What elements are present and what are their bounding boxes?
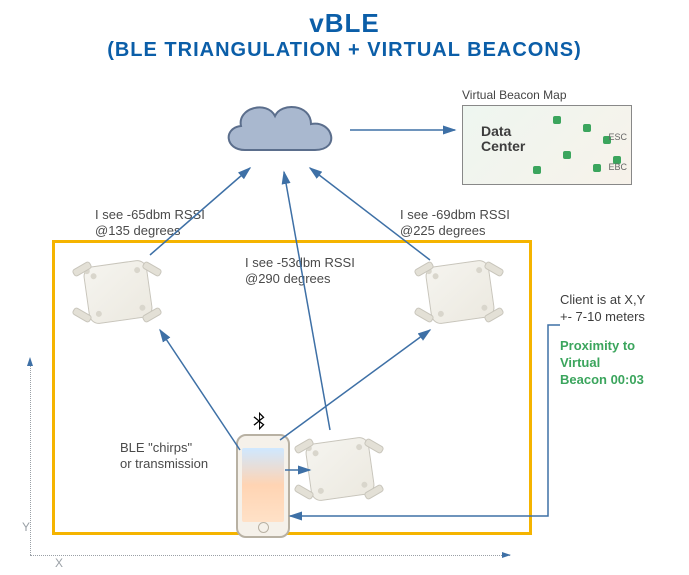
access-point-3	[420, 255, 498, 327]
client-phone-icon	[236, 434, 290, 538]
x-axis-label: X	[55, 556, 63, 570]
y-axis	[30, 360, 32, 555]
client-location-text: Client is at X,Y +- 7-10 meters	[560, 292, 680, 326]
proximity-text: Proximity to Virtual Beacon 00:03	[560, 338, 680, 389]
map-text: Data Center	[481, 124, 525, 153]
title-line2: (BLE TRIANGULATION + VIRTUAL BEACONS)	[0, 39, 689, 62]
ap2-label: I see -53dbm RSSI @290 degrees	[245, 255, 405, 288]
access-point-1	[78, 255, 156, 327]
ble-chirps-label: BLE "chirps" or transmission	[120, 440, 240, 473]
map-tag-ebc: EBC	[608, 162, 627, 172]
ap1-label: I see -65dbm RSSI @135 degrees	[95, 207, 255, 240]
ap3-label: I see -69dbm RSSI @225 degrees	[400, 207, 560, 240]
map-label: Virtual Beacon Map	[462, 88, 567, 102]
cloud-icon	[215, 90, 345, 170]
access-point-2	[300, 432, 378, 504]
map-tag-esc: ESC	[608, 132, 627, 142]
y-axis-label: Y	[22, 520, 30, 534]
title-line1: vBLE	[0, 8, 689, 39]
diagram-title: vBLE (BLE TRIANGULATION + VIRTUAL BEACON…	[0, 8, 689, 62]
virtual-beacon-map: Data Center ESC EBC	[462, 105, 632, 185]
x-axis	[30, 555, 510, 557]
